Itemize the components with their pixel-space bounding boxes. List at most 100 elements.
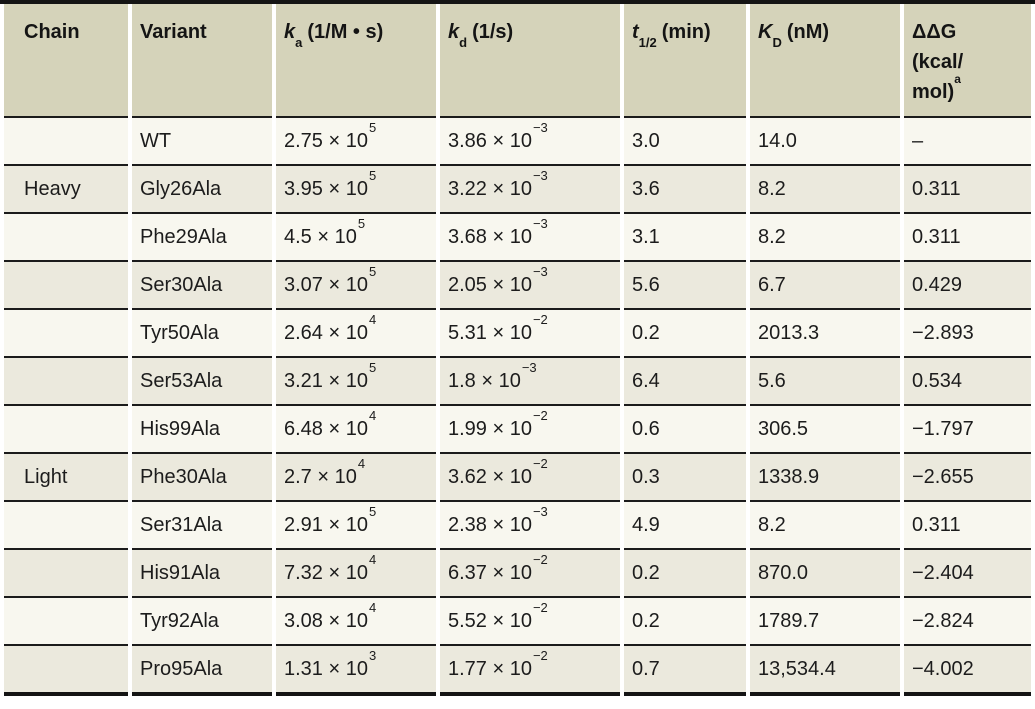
variant-value: Ser53Ala xyxy=(140,370,223,392)
thalf-value: 3.0 xyxy=(632,130,660,152)
cell-ka: 7.32 × 104 xyxy=(276,550,436,598)
KD-value: 5.6 xyxy=(758,370,786,392)
cell-ddg: −2.893 xyxy=(904,310,1031,358)
kd-exponent: −3 xyxy=(532,264,548,280)
cell-chain xyxy=(4,118,128,166)
KD-value: 6.7 xyxy=(758,274,786,296)
ddg-footnote-marker: a xyxy=(954,72,961,87)
table-row: Ser30Ala 3.07 × 105 2.05 × 10−3 5.6 6.7 … xyxy=(4,262,1031,310)
kd-unit: (1/s) xyxy=(472,21,514,43)
variant-value: Tyr92Ala xyxy=(140,610,219,632)
cell-ka: 3.07 × 105 xyxy=(276,262,436,310)
table-row: Light Phe30Ala 2.7 × 104 3.62 × 10−2 0.3… xyxy=(4,454,1031,502)
kd-value: 1.8 × 10 xyxy=(448,370,521,392)
table-row: Ser53Ala 3.21 × 105 1.8 × 10−3 6.4 5.6 0… xyxy=(4,358,1031,406)
ka-value: 3.07 × 10 xyxy=(284,274,368,296)
ka-exponent: 4 xyxy=(368,408,377,424)
KD-value: 14.0 xyxy=(758,130,797,152)
cell-ddg: 0.311 xyxy=(904,166,1031,214)
variant-value: Ser30Ala xyxy=(140,274,223,296)
kd-exponent: −2 xyxy=(532,600,548,616)
col-header-KD: KD (nM) xyxy=(750,4,900,118)
kd-exponent: −3 xyxy=(532,168,548,184)
cell-thalf: 3.1 xyxy=(624,214,746,262)
ka-value: 1.31 × 10 xyxy=(284,658,368,680)
thalf-value: 0.3 xyxy=(632,466,660,488)
cell-ka: 2.64 × 104 xyxy=(276,310,436,358)
ka-value: 4.5 × 10 xyxy=(284,226,357,248)
thalf-value: 6.4 xyxy=(632,370,660,392)
table-body: WT 2.75 × 105 3.86 × 10−3 3.0 14.0 – Hea… xyxy=(4,118,1031,696)
cell-chain xyxy=(4,598,128,646)
ddg-value: −2.655 xyxy=(912,466,974,488)
kd-value: 1.99 × 10 xyxy=(448,418,532,440)
cell-ddg: −2.655 xyxy=(904,454,1031,502)
kd-value: 3.62 × 10 xyxy=(448,466,532,488)
table-row: His99Ala 6.48 × 104 1.99 × 10−2 0.6 306.… xyxy=(4,406,1031,454)
cell-ka: 3.08 × 104 xyxy=(276,598,436,646)
cell-chain xyxy=(4,310,128,358)
cell-KD: 8.2 xyxy=(750,166,900,214)
kd-exponent: −2 xyxy=(532,312,548,328)
ka-value: 7.32 × 10 xyxy=(284,562,368,584)
ka-value: 6.48 × 10 xyxy=(284,418,368,440)
kd-value: 3.22 × 10 xyxy=(448,178,532,200)
ddg-line1: ΔΔG xyxy=(912,21,957,43)
cell-ddg: −4.002 xyxy=(904,646,1031,696)
variant-value: Gly26Ala xyxy=(140,178,222,200)
cell-chain xyxy=(4,646,128,696)
cell-kd: 3.62 × 10−2 xyxy=(440,454,620,502)
ka-exponent: 5 xyxy=(368,504,377,520)
cell-thalf: 0.2 xyxy=(624,310,746,358)
KD-value: 306.5 xyxy=(758,418,809,440)
col-header-chain-label: Chain xyxy=(24,21,80,43)
table-row: Phe29Ala 4.5 × 105 3.68 × 10−3 3.1 8.2 0… xyxy=(4,214,1031,262)
thalf-unit: (min) xyxy=(661,21,711,43)
ka-exponent: 5 xyxy=(368,264,377,280)
cell-variant: Tyr92Ala xyxy=(132,598,272,646)
kd-exponent: −2 xyxy=(532,648,548,664)
cell-kd: 5.52 × 10−2 xyxy=(440,598,620,646)
ddg-line2: (kcal/ xyxy=(912,51,964,73)
KD-unit: (nM) xyxy=(786,21,830,43)
ddg-value: −4.002 xyxy=(912,658,974,680)
KD-subscript: D xyxy=(772,35,782,50)
cell-ddg: 0.534 xyxy=(904,358,1031,406)
ka-value: 3.21 × 10 xyxy=(284,370,368,392)
kd-exponent: −3 xyxy=(532,216,548,232)
cell-variant: His91Ala xyxy=(132,550,272,598)
cell-thalf: 0.2 xyxy=(624,598,746,646)
ddg-value: 0.534 xyxy=(912,370,963,392)
KD-value: 2013.3 xyxy=(758,322,820,344)
cell-variant: His99Ala xyxy=(132,406,272,454)
col-header-kd: kd (1/s) xyxy=(440,4,620,118)
cell-chain xyxy=(4,262,128,310)
cell-ddg: – xyxy=(904,118,1031,166)
cell-ka: 2.7 × 104 xyxy=(276,454,436,502)
variant-value: WT xyxy=(140,130,172,152)
variant-value: Pro95Ala xyxy=(140,658,223,680)
KD-value: 1789.7 xyxy=(758,610,820,632)
cell-ka: 1.31 × 103 xyxy=(276,646,436,696)
cell-ddg: −2.404 xyxy=(904,550,1031,598)
variant-value: His99Ala xyxy=(140,418,221,440)
cell-kd: 1.99 × 10−2 xyxy=(440,406,620,454)
kd-subscript: d xyxy=(459,35,468,50)
cell-ddg: −1.797 xyxy=(904,406,1031,454)
variant-value: Phe30Ala xyxy=(140,466,227,488)
kd-exponent: −2 xyxy=(532,552,548,568)
thalf-value: 3.1 xyxy=(632,226,660,248)
cell-KD: 14.0 xyxy=(750,118,900,166)
thalf-symbol: t xyxy=(632,21,639,43)
cell-ddg: 0.311 xyxy=(904,214,1031,262)
table-row: Tyr92Ala 3.08 × 104 5.52 × 10−2 0.2 1789… xyxy=(4,598,1031,646)
ddg-value: −1.797 xyxy=(912,418,974,440)
kd-value: 5.52 × 10 xyxy=(448,610,532,632)
cell-thalf: 6.4 xyxy=(624,358,746,406)
kd-value: 1.77 × 10 xyxy=(448,658,532,680)
ddg-value: – xyxy=(912,130,924,152)
cell-ddg: 0.429 xyxy=(904,262,1031,310)
cell-kd: 1.8 × 10−3 xyxy=(440,358,620,406)
